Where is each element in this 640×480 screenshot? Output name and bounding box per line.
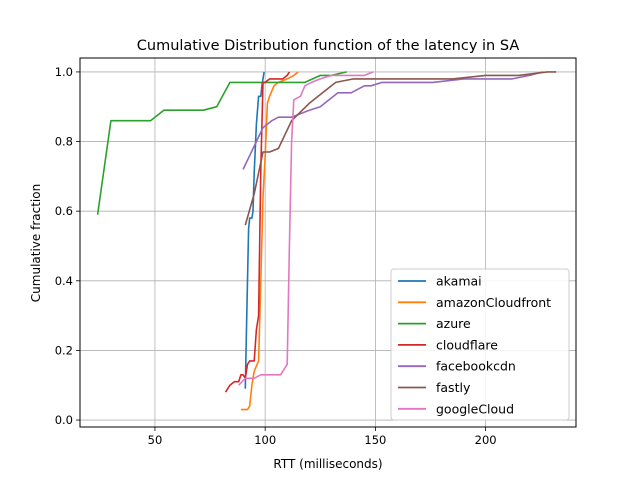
legend-label: facebookcdn [436,359,516,374]
legend-label: googleCloud [436,401,514,416]
y-tick-label: 1.0 [55,65,73,79]
y-tick-label: 0.8 [55,135,73,149]
y-axis-label: Cumulative fraction [29,184,43,302]
series-line-fastly [244,71,557,226]
series-layer [96,71,557,411]
series-line-azure [96,71,347,215]
legend-label: amazonCloudfront [436,295,551,310]
legend: akamai amazonCloudfront azure cloudflare fac… [390,268,570,421]
series-line-amazonCloudfront [240,71,299,411]
legend-label: azure [436,316,471,331]
x-axis: 50 100 150 200 [148,427,497,447]
x-tick-label: 50 [148,433,163,447]
legend-box [390,268,570,421]
x-tick-label: 150 [364,433,386,447]
series-line-akamai [244,71,265,389]
chart-title: Cumulative Distribution function of the … [137,38,520,54]
series-line-cloudflare [224,71,291,393]
legend-label: fastly [436,380,471,395]
y-axis: 0.0 0.2 0.4 0.6 0.8 1.0 [55,65,80,427]
y-tick-label: 0.4 [55,274,73,288]
x-axis-label: RTT (milliseconds) [273,457,382,471]
series-line-facebookcdn [242,71,544,170]
y-tick-label: 0.6 [55,204,73,218]
y-tick-label: 0.0 [55,413,73,427]
legend-label: akamai [436,274,482,289]
x-tick-label: 100 [254,433,276,447]
x-tick-label: 200 [475,433,497,447]
series-line-googleCloud [238,71,374,386]
y-tick-label: 0.2 [55,343,73,357]
plot-frame [79,57,577,428]
legend-label: cloudflare [436,337,498,352]
